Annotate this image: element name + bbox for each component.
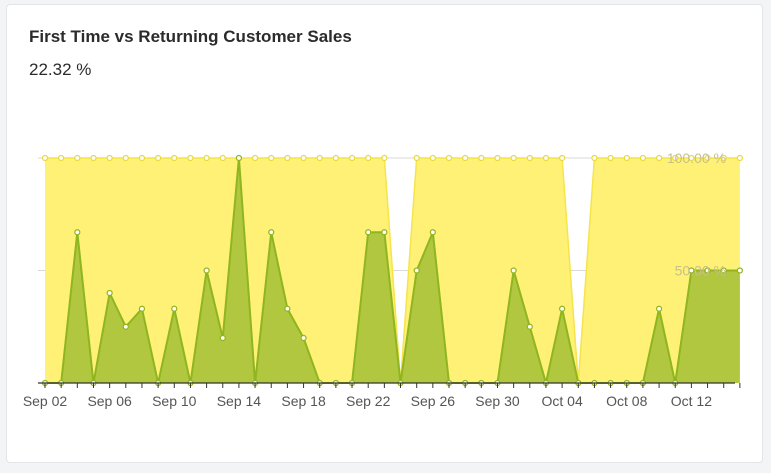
x-tick-label-9: Oct 08	[606, 393, 647, 409]
series-0-point-43[interactable]	[736, 154, 743, 162]
series-0-point-30[interactable]	[526, 154, 533, 162]
chart-title: First Time vs Returning Customer Sales	[29, 27, 352, 46]
y-tick-label-0: 100.00 %	[667, 150, 726, 166]
series-1-point-16[interactable]	[300, 334, 307, 342]
series-0-point-11[interactable]	[219, 154, 226, 162]
series-1-point-10[interactable]	[203, 267, 210, 274]
series-0-point-29[interactable]	[510, 154, 517, 162]
series-1-point-5[interactable]	[122, 323, 129, 330]
series-1-point-6[interactable]	[138, 305, 146, 312]
series-0-point-7[interactable]	[155, 154, 162, 162]
series-0-point-38[interactable]	[655, 154, 663, 162]
series-1-point-43[interactable]	[736, 267, 743, 274]
x-tick-label-2: Sep 10	[152, 393, 197, 409]
series-0-point-15[interactable]	[284, 154, 291, 162]
series-0-point-34[interactable]	[591, 154, 598, 162]
series-0-point-21[interactable]	[381, 154, 388, 162]
series-0-point-0[interactable]	[41, 154, 49, 162]
series-1-point-40[interactable]	[688, 267, 695, 274]
series-1-point-29[interactable]	[510, 267, 517, 274]
series-1-point-8[interactable]	[171, 305, 178, 312]
series-0-point-5[interactable]	[122, 154, 129, 162]
series-0-point-13[interactable]	[251, 154, 259, 162]
series-0-point-37[interactable]	[639, 154, 647, 162]
series-0-point-39[interactable]	[672, 154, 679, 162]
series-0-point-20[interactable]	[365, 154, 372, 162]
series-0-point-16[interactable]	[300, 154, 307, 162]
series-0-point-25[interactable]	[445, 154, 453, 162]
series-0-point-42[interactable]	[720, 154, 727, 162]
x-tick-label-7: Sep 30	[475, 393, 520, 409]
series-1-point-38[interactable]	[655, 305, 663, 312]
series-0-point-10[interactable]	[203, 154, 210, 162]
series-1-point-11[interactable]	[219, 334, 226, 342]
series-0-point-8[interactable]	[171, 154, 178, 162]
series-0-point-41[interactable]	[704, 154, 711, 162]
series-0-point-18[interactable]	[332, 154, 339, 162]
series-0-point-14[interactable]	[268, 154, 275, 162]
series-1-point-4[interactable]	[106, 289, 113, 297]
x-tick-label-0: Sep 02	[23, 393, 68, 409]
series-1-point-42[interactable]	[720, 267, 727, 274]
series-0-point-6[interactable]	[138, 154, 146, 162]
series-1-point-12[interactable]	[235, 154, 243, 162]
series-1-point-20[interactable]	[365, 229, 372, 236]
x-tick-label-4: Sep 18	[281, 393, 326, 409]
series-0-point-26[interactable]	[462, 154, 469, 162]
series-1-point-2[interactable]	[74, 229, 81, 236]
x-tick-label-3: Sep 14	[217, 393, 262, 409]
series-0-point-35[interactable]	[607, 154, 614, 162]
series-0-point-24[interactable]	[429, 154, 436, 162]
series-1-point-21[interactable]	[381, 229, 388, 236]
series-1-area	[45, 158, 740, 383]
x-tick-label-10: Oct 12	[671, 393, 712, 409]
series-0-point-4[interactable]	[106, 154, 113, 162]
series-0-point-2[interactable]	[74, 154, 81, 162]
x-tick-label-1: Sep 06	[87, 393, 132, 409]
series-0-point-1[interactable]	[58, 154, 65, 162]
series-0-point-17[interactable]	[316, 154, 323, 162]
series-1-point-32[interactable]	[559, 305, 566, 312]
series-1-point-41[interactable]	[704, 267, 711, 274]
series-0-point-19[interactable]	[348, 154, 356, 162]
x-tick-label-6: Sep 26	[411, 393, 456, 409]
series-0-point-23[interactable]	[413, 154, 420, 162]
series-1-point-24[interactable]	[429, 229, 436, 236]
series-1-point-23[interactable]	[413, 267, 420, 274]
series-0-point-9[interactable]	[187, 154, 194, 162]
x-tick-label-8: Oct 04	[541, 393, 582, 409]
series-1-point-30[interactable]	[526, 323, 533, 330]
series-0-point-31[interactable]	[542, 154, 550, 162]
x-tick-label-5: Sep 22	[346, 393, 391, 409]
series-0-point-32[interactable]	[559, 154, 566, 162]
kpi-value: 22.32 %	[29, 60, 92, 79]
series-0-point-3[interactable]	[90, 154, 97, 162]
series-0-point-28[interactable]	[494, 154, 501, 162]
series-1-point-15[interactable]	[284, 305, 291, 312]
series-0-point-36[interactable]	[623, 154, 630, 162]
series-0-point-27[interactable]	[478, 154, 485, 162]
series-1-point-14[interactable]	[268, 229, 275, 236]
y-tick-label-1: 50.00 %	[675, 263, 726, 279]
series-0-point-40[interactable]	[688, 154, 695, 162]
